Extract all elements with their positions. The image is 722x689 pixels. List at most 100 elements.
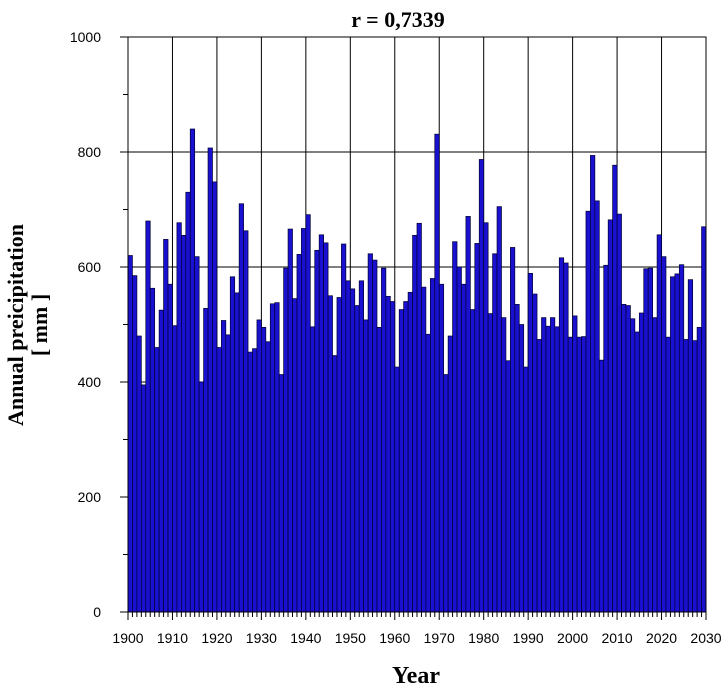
bar <box>385 295 391 613</box>
bar <box>327 295 333 613</box>
bar <box>470 309 476 613</box>
bar <box>536 339 542 613</box>
x-tick-label: 2000 <box>557 630 588 646</box>
bar <box>212 181 218 613</box>
x-axis-label: Year <box>392 663 440 689</box>
bar <box>407 291 413 613</box>
bar <box>492 253 498 613</box>
bar <box>309 326 316 613</box>
y-axis-label: Annual preicipitation [ mm ] <box>3 224 52 426</box>
bar <box>314 249 320 613</box>
bar <box>572 315 578 613</box>
bar <box>607 219 613 613</box>
bar <box>590 155 596 613</box>
x-tick-label: 1940 <box>290 630 321 646</box>
bar <box>443 374 449 613</box>
bar <box>550 317 556 613</box>
bar <box>336 297 342 613</box>
bar <box>558 257 565 613</box>
bar <box>229 276 236 613</box>
bar <box>318 234 324 613</box>
bar <box>287 228 293 613</box>
bar <box>461 283 467 613</box>
bar <box>243 230 249 613</box>
bar <box>349 288 356 613</box>
bar <box>421 286 427 613</box>
x-tick-label: 2010 <box>601 630 632 646</box>
bar <box>358 280 364 613</box>
y-tick-label: 0 <box>93 604 101 620</box>
bar <box>238 203 244 613</box>
bar <box>416 222 422 613</box>
bar <box>176 222 182 613</box>
bars <box>127 128 707 613</box>
bar <box>541 317 547 613</box>
bar <box>696 327 702 613</box>
bar <box>145 220 151 613</box>
bar <box>149 287 156 613</box>
bar <box>603 264 609 613</box>
bar <box>621 304 627 613</box>
bar <box>523 366 529 613</box>
bar <box>127 255 133 613</box>
bar <box>545 325 551 613</box>
bar <box>625 305 631 613</box>
bar <box>394 366 400 613</box>
bar <box>367 253 373 613</box>
bar <box>167 283 173 613</box>
bar <box>154 347 160 613</box>
bar <box>403 301 409 613</box>
x-tick-label: 1990 <box>513 630 544 646</box>
bar <box>429 278 436 613</box>
x-tick-label: 1910 <box>157 630 188 646</box>
bar <box>683 339 689 613</box>
bar <box>301 228 307 613</box>
bar <box>585 210 591 613</box>
y-tick-label: 600 <box>78 259 102 275</box>
bar <box>581 336 587 613</box>
bar <box>163 239 169 613</box>
x-tick-label: 2030 <box>690 630 721 646</box>
bar <box>234 292 240 613</box>
x-tick-label: 1970 <box>424 630 455 646</box>
bar <box>465 216 471 613</box>
bar <box>594 200 600 613</box>
y-axis-label-line2: [ mm ] <box>27 294 52 356</box>
bar <box>452 241 458 613</box>
x-tick-label: 1980 <box>468 630 499 646</box>
bar <box>527 272 533 613</box>
axes <box>120 36 707 620</box>
bar <box>510 247 516 613</box>
bar <box>332 355 338 613</box>
bar <box>256 319 262 613</box>
bar <box>478 159 485 613</box>
bar <box>687 279 694 613</box>
bar <box>203 308 209 613</box>
bar <box>283 267 289 613</box>
bar <box>132 275 138 613</box>
bar <box>158 309 164 613</box>
x-tick-label: 1960 <box>379 630 410 646</box>
bar <box>447 335 453 613</box>
bar <box>505 360 511 613</box>
bar <box>323 242 329 613</box>
x-tick-label: 1930 <box>246 630 277 646</box>
bar <box>456 266 462 613</box>
bar <box>398 309 405 613</box>
bar <box>496 206 502 613</box>
bar <box>216 347 222 613</box>
bar <box>274 302 280 613</box>
bar <box>514 304 520 613</box>
y-tick-labels: 0 200 400 600 800 1000 <box>70 29 101 620</box>
bar <box>345 280 351 613</box>
bar <box>252 348 258 613</box>
bar <box>474 243 480 613</box>
y-tick-label: 800 <box>78 144 102 160</box>
bar <box>225 334 231 613</box>
bar <box>136 335 142 613</box>
bar <box>207 147 213 613</box>
bar <box>181 235 187 613</box>
bar <box>278 374 284 613</box>
y-tick-label: 200 <box>78 489 102 505</box>
